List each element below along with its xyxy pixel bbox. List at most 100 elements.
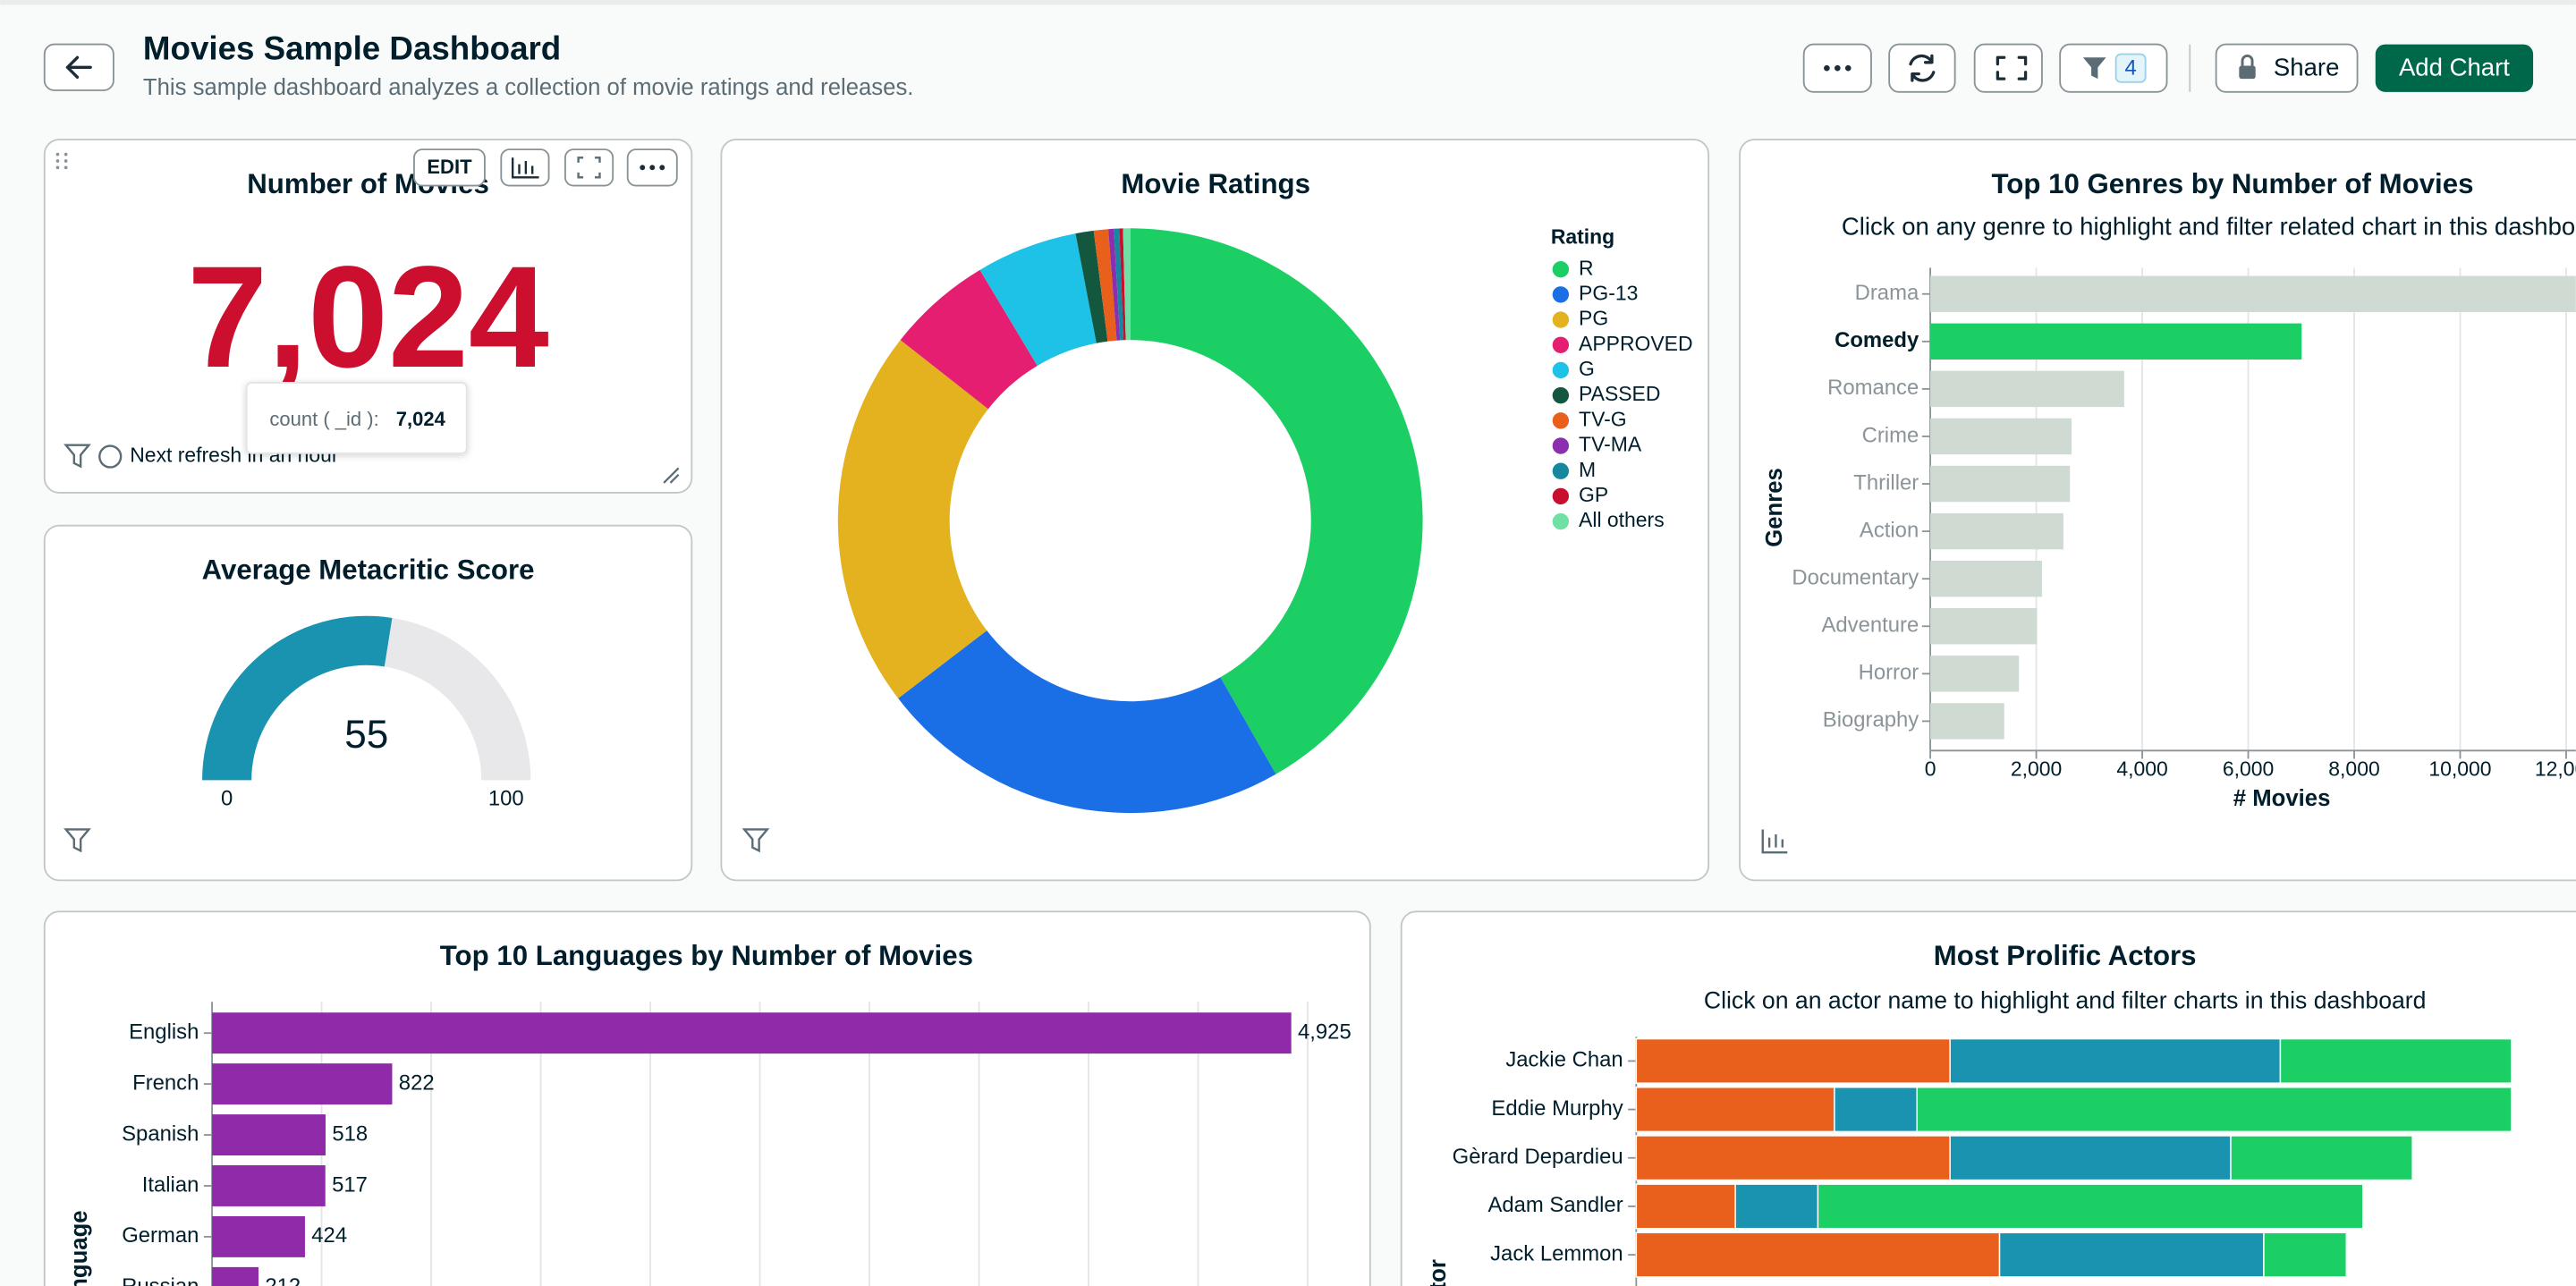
bar-segment (1635, 1183, 1736, 1230)
add-chart-label: Add Chart (2399, 53, 2510, 80)
legend-label: TV-MA (1579, 433, 1642, 456)
chart-type-button[interactable] (500, 148, 550, 187)
filter-button[interactable]: 4 (2059, 43, 2168, 93)
y-tick-label: Jack Lemmon (1490, 1241, 1623, 1265)
y-tick-label: English (129, 1019, 199, 1044)
y-axis-label: Actor (1426, 1259, 1451, 1286)
y-tick-label: Thriller (1853, 470, 1919, 495)
bar (1930, 608, 2038, 645)
legend-label: APPROVED (1579, 332, 1692, 355)
bar (212, 1215, 305, 1257)
edit-label: EDIT (427, 156, 472, 178)
y-tick-label: Horror (1859, 661, 1919, 685)
legend-swatch (1552, 412, 1570, 429)
bar-segment (1635, 1231, 2001, 1278)
refresh-button[interactable] (1888, 43, 1956, 93)
bar (1930, 323, 2302, 360)
bar-segment (1998, 1231, 2265, 1278)
gauge-card (43, 524, 693, 882)
donut-slice (1075, 230, 1108, 343)
legend-swatch (1552, 386, 1570, 404)
bar (212, 1165, 326, 1206)
languages-card (43, 910, 1371, 1286)
chart-title: Most Prolific Actors (1934, 940, 2197, 971)
data-label: 4,925 (1298, 1019, 1352, 1044)
donut-slice (898, 630, 1276, 814)
legend-label: All others (1579, 508, 1665, 531)
y-tick-label: Jackie Chan (1505, 1048, 1623, 1072)
legend-label: R (1579, 256, 1594, 279)
bar (1930, 512, 2063, 550)
x-tick-label: 0 (1925, 757, 1936, 780)
expand-button[interactable] (564, 148, 614, 187)
chart-title: Top 10 Languages by Number of Movies (440, 940, 973, 971)
resize-handle[interactable] (663, 467, 680, 484)
drag-handle[interactable] (55, 152, 68, 170)
filter-icon[interactable] (64, 828, 91, 853)
data-label: 517 (332, 1172, 368, 1197)
add-chart-button[interactable]: Add Chart (2375, 44, 2534, 92)
bar-segment (1834, 1087, 1918, 1133)
bar (1930, 465, 2071, 503)
top-bar (0, 0, 2576, 5)
x-axis-label: # Movies (2233, 786, 2331, 811)
donut-slice (837, 340, 988, 698)
y-tick-label: Adventure (1821, 613, 1919, 638)
bar (1930, 275, 2576, 312)
more-button[interactable] (1802, 43, 1872, 93)
kpi-card (43, 139, 693, 494)
x-tick-label: 12,000 (2535, 757, 2576, 780)
chart-title: Average Metacritic Score (202, 554, 535, 585)
fullscreen-button[interactable] (1973, 43, 2043, 93)
legend-label: TV-G (1579, 407, 1627, 430)
bar-segment (1635, 1135, 1951, 1181)
donut-slice (1114, 228, 1124, 341)
legend-swatch (1552, 512, 1570, 530)
bar-segment (1734, 1183, 1819, 1230)
y-tick-label: Spanish (122, 1121, 199, 1146)
legend-title: Rating (1551, 224, 1614, 248)
back-button[interactable] (43, 43, 114, 91)
bar (1930, 418, 2072, 455)
y-tick-label: Documentary (1792, 566, 1919, 590)
legend-label: G (1579, 357, 1595, 380)
chart-subtitle: Click on any genre to highlight and filt… (1842, 213, 2576, 241)
legend-swatch (1552, 286, 1570, 303)
bar-segment (2230, 1135, 2413, 1181)
y-tick-label: Action (1860, 518, 1919, 542)
edit-button[interactable]: EDIT (413, 148, 486, 187)
bar-segment (1635, 1037, 1951, 1084)
bar (1930, 656, 2020, 692)
bar-segment (2263, 1231, 2348, 1278)
chart-title: Movie Ratings (1121, 168, 1310, 199)
bar-segment (1817, 1183, 2364, 1230)
bar-segment (1949, 1037, 2282, 1084)
bar (212, 1012, 1292, 1054)
share-button[interactable]: Share (2215, 43, 2359, 93)
donut-slice (979, 233, 1097, 366)
x-tick-label: 2,000 (2011, 757, 2062, 780)
card-menu-button[interactable] (626, 148, 678, 187)
y-tick-label: Adam Sandler (1487, 1193, 1623, 1217)
chart-type-icon[interactable] (1761, 829, 1788, 854)
data-label: 518 (332, 1121, 368, 1146)
y-tick-label: French (132, 1070, 199, 1095)
share-label: Share (2274, 53, 2339, 80)
bar (1930, 703, 2004, 740)
plots: 550 100RPG-13PGAPPROVEDGPASSEDTV-GTV-MAMG… (122, 228, 2576, 1286)
y-tick-label: German (122, 1223, 199, 1248)
bar (1930, 560, 2042, 597)
filter-icon[interactable] (741, 828, 770, 853)
legend-swatch (1552, 462, 1570, 479)
bar (212, 1114, 326, 1155)
legend-label: PG-13 (1579, 281, 1638, 304)
y-tick-label: Biography (1823, 708, 1919, 732)
chart-subtitle: Click on an actor name to highlight and … (1704, 986, 2427, 1013)
bar (1930, 370, 2124, 408)
gauge-value-label: 55 (344, 713, 388, 757)
chart-title: Top 10 Genres by Number of Movies (1992, 168, 2474, 199)
tooltip (245, 381, 468, 454)
filter-icon[interactable] (64, 444, 91, 469)
refresh-status-icon (98, 444, 123, 469)
